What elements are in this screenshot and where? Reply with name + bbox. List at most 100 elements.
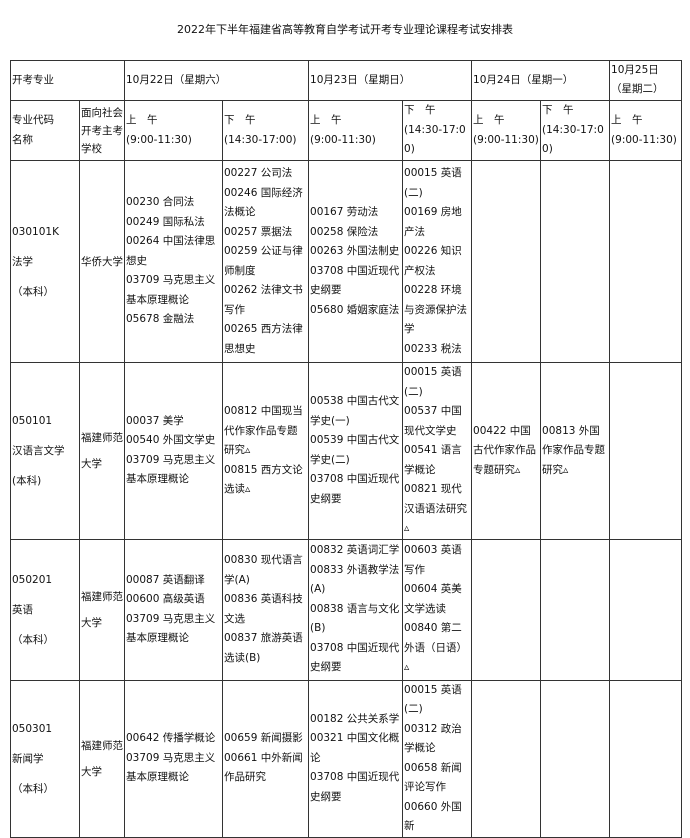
session-cell xyxy=(540,160,611,363)
session-label: 下 午 xyxy=(542,104,574,117)
major-level: (本科) xyxy=(12,474,42,487)
session-cell: 00167 劳动法 00258 保险法 00263 外国法制史 03708 中国近现代… xyxy=(308,160,404,363)
course-item: 00830 现代语言学(A) xyxy=(224,554,303,586)
course-item: 00263 外国法制史 xyxy=(310,245,400,257)
course-item: 00230 合同法 xyxy=(126,196,195,209)
major-level: （本科） xyxy=(12,285,54,298)
session-cell xyxy=(471,160,542,363)
session-cell xyxy=(540,538,611,681)
session-time: (14:30-17:00) xyxy=(542,123,604,156)
course-item: 00312 政治学概论 xyxy=(404,722,462,755)
session-cell xyxy=(609,160,683,363)
course-item: 00037 美学 xyxy=(126,414,184,427)
course-item: 00836 英语科技文选 xyxy=(224,593,303,625)
session-cell xyxy=(540,679,611,838)
course-item: 00015 英语(二) xyxy=(404,683,462,716)
school-cell: 福建师范大学 xyxy=(79,362,125,540)
date-header: 10月25日（星期二） xyxy=(609,60,683,101)
session-cell: 00642 传播学概论 03709 马克思主义基本原理概论 xyxy=(124,679,223,838)
session-header: 上 午 (9:00-11:30) xyxy=(308,100,404,161)
course-item: 00659 新闻摄影 xyxy=(224,732,303,745)
course-item: 03709 马克思主义基本原理概论 xyxy=(126,453,216,486)
course-item: 00015 英语(二) xyxy=(404,167,462,199)
school-cell: 华侨大学 xyxy=(79,160,125,363)
course-item: 00604 英美文学选读 xyxy=(404,583,462,615)
session-label: 下 午 xyxy=(404,104,436,117)
header-text: 学校 xyxy=(81,142,102,155)
session-cell xyxy=(609,538,683,681)
session-label: 上 午 xyxy=(473,114,505,126)
table-row: 050301 新闻学 （本科） 福建师范大学 00642 传播学概论 03709 马克思主… xyxy=(10,679,683,838)
course-item: 00833 外语教学法(A) xyxy=(310,563,400,596)
session-cell: 00037 美学 00540 外国文学史 03709 马克思主义基本原理概论 xyxy=(124,362,223,540)
major-name: 新闻学 xyxy=(12,752,44,765)
session-cell xyxy=(609,679,683,838)
major-level: （本科） xyxy=(12,782,54,795)
course-item: 00540 外国文学史 xyxy=(126,434,216,447)
session-time: (14:30-17:00) xyxy=(404,123,466,156)
page-title: 2022年下半年福建省高等教育自学考试开考专业理论课程考试安排表 xyxy=(177,23,513,36)
course-item: 03709 马克思主义基本原理概论 xyxy=(126,612,216,645)
session-cell: 00015 英语(二) 00169 房地产法 00226 知识产权法 00228 环境… xyxy=(402,160,473,363)
course-item: 00226 知识产权法 xyxy=(404,245,462,277)
table-row: 030101K 法学 （本科） 华侨大学 00230 合同法 00249 国际私法 0026… xyxy=(10,160,683,363)
header-row-dates: 开考专业 10月22日（星期六） 10月23日（星期日） 10月24日（星期一）… xyxy=(10,60,683,101)
course-item: 00257 票据法 xyxy=(224,225,293,238)
school-cell: 福建师范大学 xyxy=(79,538,125,681)
course-item: 00258 保险法 xyxy=(310,225,379,238)
major-name: 英语 xyxy=(12,603,33,616)
table-row: 050101 汉语言文学 (本科) 福建师范大学 00037 美学 00540 外国文学史… xyxy=(10,362,683,540)
session-cell: 00230 合同法 00249 国际私法 00264 中国法律思想史 03709 马克… xyxy=(124,160,223,363)
table-row: 050201 英语 （本科） 福建师范大学 00087 英语翻译 00600 高级英语 03… xyxy=(10,538,683,681)
course-item: 00658 新闻评论写作 xyxy=(404,761,462,794)
session-time: (14:30-17:00) xyxy=(224,133,297,146)
major-header: 开考专业 xyxy=(10,60,125,101)
course-item: 00265 西方法律思想史 xyxy=(224,323,303,355)
major-name: 汉语言文学 xyxy=(12,444,65,457)
header-text: 专业代码 xyxy=(12,114,54,126)
session-cell: 00538 中国古代文学史(一) 00539 中国古代文学史(二) 03708 中国… xyxy=(308,362,404,540)
course-item: 00167 劳动法 xyxy=(310,206,379,218)
course-item: 03708 中国近现代史纲要 xyxy=(310,641,400,674)
course-item: 00233 税法 xyxy=(404,342,462,355)
course-item: 00541 语言学概论 xyxy=(404,444,462,476)
session-cell: 00603 英语写作 00604 英美文学选读 00840 第二外语（日语）▵ xyxy=(402,538,473,681)
course-item: 00259 公证与律师制度 xyxy=(224,245,303,277)
course-item: 00837 旅游英语选读(B) xyxy=(224,632,303,664)
header-text: 名称 xyxy=(12,133,33,146)
major-code: 050201 xyxy=(12,573,53,586)
course-item: 00182 公共关系学 xyxy=(310,712,400,725)
course-item: 03708 中国近现代史纲要 xyxy=(310,264,400,297)
course-item: 00661 中外新闻作品研究 xyxy=(224,751,303,784)
course-item: 00838 语言与文化(B) xyxy=(310,602,400,635)
course-item: 00840 第二外语（日语）▵ xyxy=(404,622,468,674)
session-cell xyxy=(609,362,683,540)
course-item: 00815 西方文论选读▵ xyxy=(224,463,303,496)
date-header: 10月22日（星期六） xyxy=(123,60,310,101)
course-item: 03709 马克思主义基本原理概论 xyxy=(126,274,216,306)
course-item: 05678 金融法 xyxy=(126,313,195,326)
course-item: 00600 高级英语 xyxy=(126,593,205,605)
session-header: 下 午 (14:30-17:00) xyxy=(402,100,473,161)
major-level: （本科） xyxy=(12,633,54,646)
session-header: 上 午 (9:00-11:30) xyxy=(609,100,683,161)
session-cell: 00015 英语(二) 00312 政治学概论 00658 新闻评论写作 00660 … xyxy=(402,679,473,838)
course-item: 00422 中国古代作家作品专题研究▵ xyxy=(473,424,537,476)
course-item: 00660 外国新 xyxy=(404,800,462,833)
session-label: 下 午 xyxy=(224,114,256,126)
session-time: (9:00-11:30) xyxy=(611,133,677,146)
course-item: 00321 中国文化概论 xyxy=(310,732,400,764)
session-cell: 00015 英语(二) 00537 中国现代文学史 00541 语言学概论 00821… xyxy=(402,362,473,540)
course-item: 00228 环境与资源保护法学 xyxy=(404,284,468,335)
session-header: 下 午 (14:30-17:00) xyxy=(540,100,611,161)
course-item: 00169 房地产法 xyxy=(404,206,462,238)
code-name-header: 专业代码 名称 xyxy=(10,100,80,161)
session-cell: 00832 英语词汇学 00833 外语教学法(A) 00838 语言与文化(B) 0… xyxy=(308,538,404,681)
course-item: 00227 公司法 xyxy=(224,167,293,179)
date-header: 10月23日（星期日） xyxy=(308,60,473,101)
major-code: 050301 xyxy=(12,722,53,735)
session-cell xyxy=(471,679,542,838)
session-cell: 00227 公司法 00246 国际经济法概论 00257 票据法 00259 公证与… xyxy=(221,160,310,363)
session-time: (9:00-11:30) xyxy=(126,133,192,146)
session-cell xyxy=(471,538,542,681)
